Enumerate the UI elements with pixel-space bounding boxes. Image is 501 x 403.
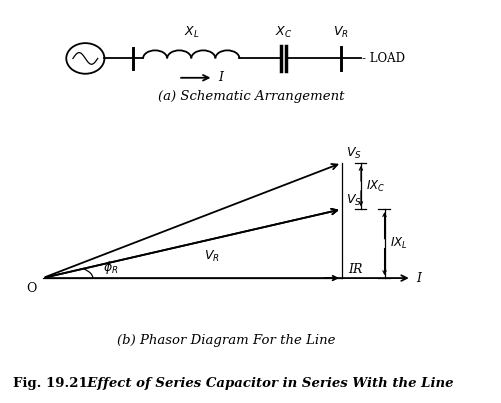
- Text: $IX_C$: $IX_C$: [365, 179, 384, 193]
- Text: (a) Schematic Arrangement: (a) Schematic Arrangement: [157, 90, 344, 103]
- Text: $X_L$: $X_L$: [183, 25, 198, 40]
- Text: (b) Phasor Diagram For the Line: (b) Phasor Diagram For the Line: [116, 334, 335, 347]
- Text: $IX_L$: $IX_L$: [389, 236, 406, 251]
- Text: I: I: [416, 272, 421, 285]
- Text: $V_S$: $V_S$: [345, 193, 361, 208]
- Text: $V_S$: $V_S$: [345, 146, 361, 161]
- Text: Fig. 19.21.: Fig. 19.21.: [13, 377, 92, 390]
- Text: Effect of Series Capacitor in Series With the Line: Effect of Series Capacitor in Series Wit…: [78, 377, 452, 390]
- Text: IR: IR: [347, 263, 362, 276]
- Text: O: O: [26, 282, 37, 295]
- Text: I: I: [218, 71, 223, 84]
- Text: $X_C$: $X_C$: [275, 25, 292, 40]
- Text: $V_R$: $V_R$: [204, 249, 220, 264]
- Text: - LOAD: - LOAD: [362, 52, 405, 65]
- Text: $\phi_R$: $\phi_R$: [103, 259, 118, 276]
- Text: $V_R$: $V_R$: [333, 25, 349, 40]
